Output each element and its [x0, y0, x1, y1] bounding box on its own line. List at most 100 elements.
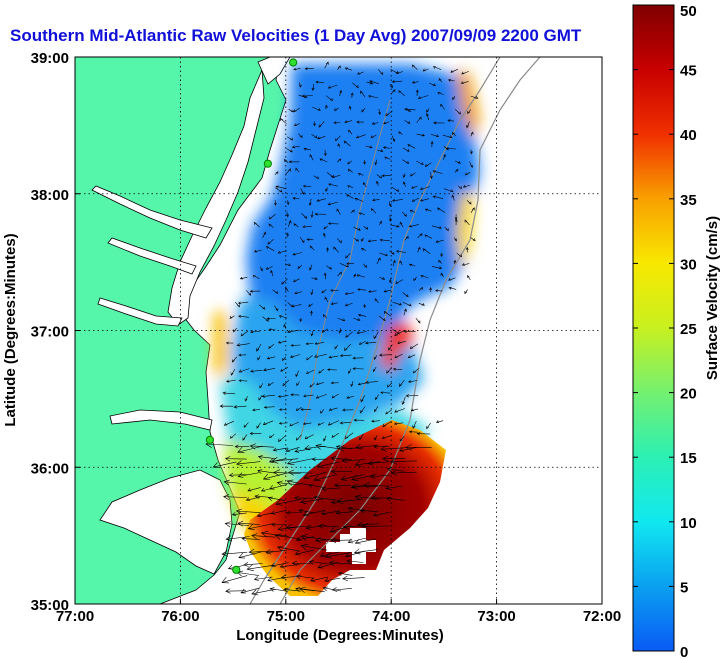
velocity-vector [342, 408, 354, 412]
velocity-vector [310, 211, 314, 218]
velocity-vector [302, 422, 312, 425]
velocity-vector [313, 354, 327, 358]
velocity-vector [292, 197, 300, 200]
velocity-vector [382, 421, 392, 428]
velocity-vector [430, 140, 434, 148]
velocity-vector [411, 80, 419, 84]
velocity-vector [280, 366, 289, 372]
velocity-vector [242, 434, 248, 441]
velocity-vector [277, 340, 287, 344]
velocity-vector [327, 420, 340, 426]
velocity-vector [429, 287, 433, 293]
velocity-vector [288, 160, 300, 164]
y-tick-label: 38:00 [31, 187, 69, 204]
velocity-vector [410, 172, 416, 177]
velocity-vector [318, 523, 339, 529]
velocity-vector [356, 120, 365, 124]
velocity-vector [291, 304, 302, 308]
velocity-vector [372, 366, 377, 373]
velocity-vector [392, 302, 402, 306]
velocity-vector [285, 168, 292, 175]
velocity-vector [331, 432, 340, 438]
velocity-vector [318, 368, 325, 374]
velocity-vector [346, 559, 364, 564]
velocity-vector [335, 135, 341, 142]
velocity-vector [395, 71, 404, 74]
velocity-vector [287, 469, 313, 476]
velocity-vector [314, 341, 325, 345]
velocity-vector [236, 343, 250, 347]
velocity-vector [275, 499, 302, 506]
velocity-vector [359, 406, 366, 414]
velocity-vector [419, 198, 430, 202]
x-axis-label: Longitude (Degrees:Minutes) [236, 627, 444, 644]
velocity-vector [278, 408, 287, 412]
chart-title: Southern Mid-Atlantic Raw Velocities (1 … [10, 26, 582, 45]
velocity-vector [340, 474, 364, 481]
coast-stations [205, 58, 298, 574]
velocity-vector [387, 382, 393, 388]
velocity-vector [408, 224, 419, 228]
velocity-vector [353, 317, 361, 321]
velocity-vector [413, 368, 419, 374]
velocity-vector [344, 120, 352, 123]
velocity-vector [410, 408, 418, 412]
velocity-vector [324, 61, 329, 69]
velocity-vector [313, 474, 338, 482]
velocity-vector [314, 536, 340, 543]
velocity-vector [399, 260, 403, 266]
velocity-vector [295, 407, 302, 411]
velocity-vector [394, 353, 403, 359]
velocity-vector [432, 195, 444, 199]
x-axis: 77:00 76:00 75:00 74:00 73:00 72:00 [56, 599, 621, 625]
velocity-vectors [205, 61, 479, 596]
velocity-vector [402, 181, 406, 187]
velocity-vector [424, 162, 432, 167]
velocity-vector [378, 353, 391, 357]
velocity-vector [382, 146, 390, 150]
velocity-vector [428, 82, 436, 87]
velocity-vector [237, 301, 249, 305]
velocity-vector [365, 341, 377, 345]
velocity-vector [296, 434, 302, 441]
velocity-vector [260, 530, 289, 538]
velocity-vector [303, 394, 314, 398]
velocity-vector [293, 278, 300, 283]
velocity-vector [273, 469, 301, 477]
velocity-vector [268, 328, 276, 332]
velocity-vector [275, 187, 283, 193]
velocity-vector [367, 239, 377, 243]
velocity-vector [283, 587, 301, 593]
velocity-vector [462, 184, 471, 188]
velocity-vector [354, 197, 364, 202]
velocity-vector [298, 82, 302, 88]
velocity-vector [336, 208, 341, 215]
velocity-vector [281, 278, 288, 285]
velocity-vector [256, 343, 262, 352]
velocity-vector [453, 259, 457, 264]
velocity-vector [309, 382, 315, 388]
velocity-vector [417, 246, 421, 253]
velocity-vector [323, 272, 327, 280]
velocity-vector [221, 550, 248, 557]
velocity-vector [257, 455, 276, 460]
velocity-vector [390, 224, 400, 228]
velocity-vector [452, 131, 456, 137]
velocity-vector [373, 355, 378, 361]
velocity-vector [440, 103, 445, 110]
velocity-vector [253, 249, 262, 253]
velocity-vector [357, 288, 367, 292]
velocity-vector [373, 331, 379, 340]
velocity-vector [262, 316, 269, 322]
velocity-vector [403, 329, 416, 334]
velocity-vector [379, 220, 383, 226]
velocity-vector [265, 549, 288, 555]
velocity-vector [274, 305, 279, 312]
velocity-vector [344, 343, 352, 352]
delaware-bay [257, 57, 291, 85]
velocity-vector [283, 324, 287, 329]
velocity-vector [405, 394, 419, 398]
velocity-vector [275, 185, 287, 189]
colorbar-tick-label: 35 [680, 192, 697, 209]
velocity-vector [274, 533, 301, 540]
